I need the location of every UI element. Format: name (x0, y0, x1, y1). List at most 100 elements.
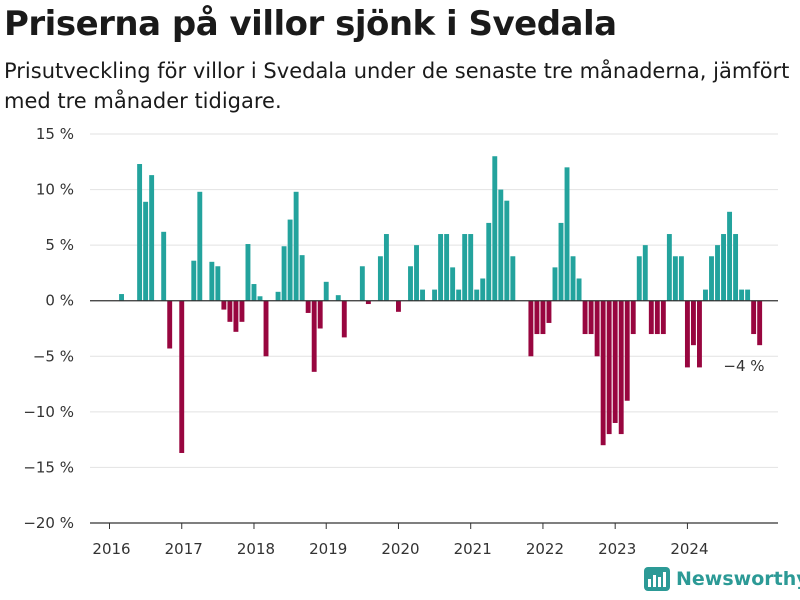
bar (456, 289, 462, 301)
bar (396, 300, 401, 312)
bar (209, 261, 215, 301)
brand-logo: Newsworthy (644, 567, 800, 591)
bar (293, 191, 299, 301)
x-tick-label: 2022 (526, 540, 564, 558)
bar (510, 256, 516, 301)
bar (341, 300, 347, 338)
bar (233, 300, 239, 332)
bar (606, 300, 612, 435)
bar (498, 189, 504, 301)
bar (733, 234, 739, 301)
bar (245, 244, 251, 301)
bar (450, 267, 456, 301)
bar (251, 284, 257, 301)
bar (727, 211, 733, 301)
bar (149, 175, 155, 301)
bar (709, 256, 714, 301)
bar (684, 300, 690, 368)
bar (672, 256, 678, 301)
bar (287, 219, 293, 301)
bar (365, 300, 371, 305)
bar (528, 300, 534, 357)
y-tick-label: 5 % (45, 236, 74, 254)
bar (612, 300, 618, 423)
bar (323, 281, 329, 301)
bar (191, 260, 197, 301)
bar (179, 300, 185, 453)
bar (594, 300, 600, 357)
bar (721, 234, 726, 301)
bar (703, 289, 708, 301)
gridlines (90, 133, 778, 468)
bar (480, 278, 486, 301)
last-value-label: −4 % (723, 357, 764, 375)
bar (739, 289, 745, 301)
bar (462, 234, 468, 301)
bar (600, 300, 606, 446)
bar (383, 234, 389, 301)
bar (552, 267, 558, 301)
bar (311, 300, 317, 372)
bar (486, 222, 492, 301)
bar (414, 245, 419, 301)
y-tick-label: 0 % (45, 292, 74, 310)
bar (715, 245, 720, 301)
x-tick-label: 2024 (670, 540, 708, 558)
bar (221, 300, 227, 310)
brand-name: Newsworthy (676, 568, 800, 590)
bar (305, 300, 311, 313)
x-tick-label: 2017 (165, 540, 203, 558)
x-tick-label: 2021 (454, 540, 492, 558)
y-tick-label: −20 % (23, 514, 74, 532)
bar (570, 256, 576, 301)
bar (317, 300, 323, 329)
chart-subtitle: Prisutveckling för villor i Svedala unde… (4, 59, 790, 113)
bar (257, 296, 263, 301)
bar (432, 289, 438, 301)
bar (504, 200, 510, 301)
x-tick-label: 2018 (237, 540, 275, 558)
bar (588, 300, 594, 335)
bar (468, 234, 474, 301)
bar (630, 300, 636, 335)
bar (751, 300, 757, 335)
x-tick-label: 2016 (92, 540, 130, 558)
x-tick-label: 2019 (309, 540, 347, 558)
bar (534, 300, 540, 335)
x-tick-label: 2023 (598, 540, 636, 558)
bar (161, 231, 167, 301)
bar (540, 300, 546, 335)
bar (618, 300, 624, 435)
x-tick-label: 2020 (381, 540, 419, 558)
bar (564, 167, 570, 301)
bar (299, 255, 305, 301)
bar (636, 256, 642, 301)
bar (624, 300, 630, 401)
y-tick-label: 10 % (36, 181, 74, 199)
bar (275, 291, 281, 301)
bar (654, 300, 660, 335)
bar (263, 300, 269, 357)
newsworthy-logo-icon (644, 567, 670, 591)
bar (648, 300, 654, 335)
bar (438, 234, 444, 301)
bar (239, 300, 245, 322)
y-tick-label: −15 % (23, 458, 74, 476)
bar (678, 256, 684, 301)
bar (558, 222, 564, 301)
bar (197, 191, 203, 301)
bar (492, 156, 498, 301)
bar (167, 300, 173, 349)
chart-title: Priserna på villor sjönk i Svedala (4, 4, 617, 44)
bar (137, 164, 143, 301)
bar (474, 289, 480, 301)
bar (642, 245, 648, 301)
bar (745, 289, 751, 301)
y-tick-label: −10 % (23, 403, 74, 421)
bar (757, 300, 763, 346)
axes: 15 % 10 % 5 % 0 % −5 % −10 % −15 % −20 % 2016 201… (23, 125, 778, 558)
bar (697, 300, 702, 368)
bar (119, 294, 124, 301)
bar (408, 266, 413, 301)
